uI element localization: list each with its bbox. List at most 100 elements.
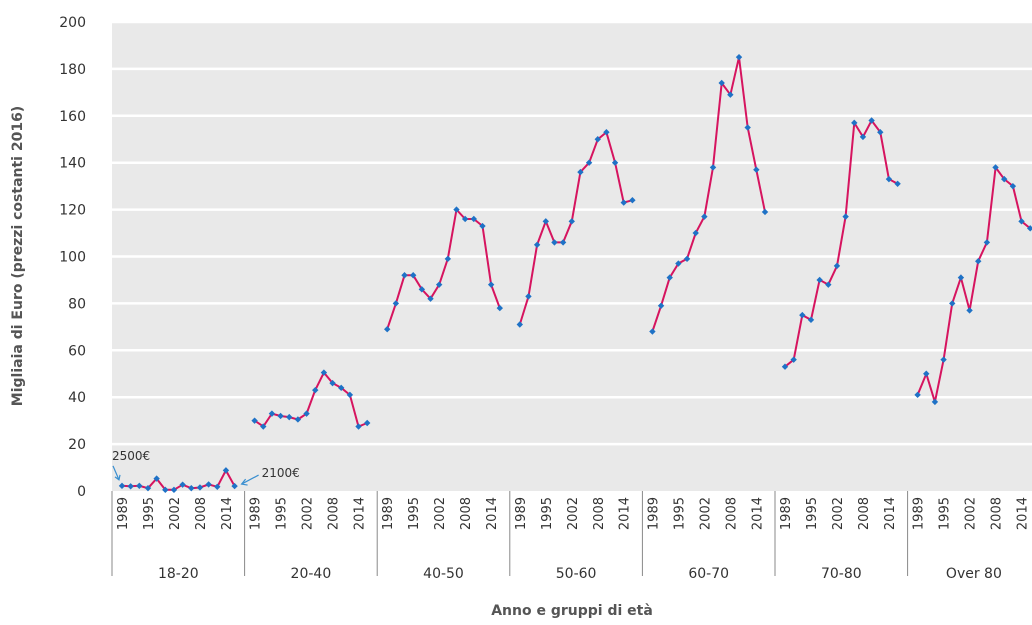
x-tick-label: 2002 (566, 497, 581, 530)
x-tick-label: 1995 (142, 497, 157, 530)
data-point (683, 255, 691, 263)
x-tick-label: 2002 (168, 497, 183, 530)
x-tick-label: 1989 (912, 497, 927, 530)
data-point (923, 370, 930, 377)
y-tick-label: 0 (77, 484, 86, 500)
data-point (594, 136, 601, 143)
data-point (949, 300, 956, 307)
data-point (364, 419, 371, 427)
x-tick-label: 1995 (672, 497, 687, 530)
data-point (859, 133, 867, 141)
data-point (781, 363, 789, 370)
x-tick-label: 2002 (698, 497, 713, 530)
data-point (127, 483, 134, 490)
data-point (577, 168, 584, 176)
data-point (842, 213, 849, 220)
data-point (162, 486, 169, 494)
x-tick-labels: 1989 1995 2002 2008 2014 1989 1995 2002 2008 2014… (111, 491, 1031, 576)
data-point (692, 229, 699, 237)
y-tick-label: 100 (59, 250, 86, 266)
data-point (312, 386, 319, 394)
data-point (833, 262, 841, 270)
data-point (666, 274, 673, 281)
data-point (1027, 225, 1032, 232)
y-tick-label: 160 (59, 109, 86, 125)
data-point (885, 175, 893, 183)
data-point (709, 164, 717, 171)
data-point (188, 484, 195, 492)
x-tick-label: 2002 (301, 497, 316, 530)
group-labels: 18-20 20-40 40-50 50-60 60-70 70-80 Over 80 (158, 566, 1002, 582)
data-point (1018, 218, 1025, 225)
data-point (179, 481, 186, 488)
data-point (761, 208, 769, 216)
x-tick-label: 2008 (459, 497, 474, 530)
x-tick-label: 1995 (540, 497, 555, 530)
data-point (144, 484, 152, 492)
gridlines (112, 20, 1032, 446)
data-point (355, 423, 362, 430)
annotations: 2500€ 2100€ (112, 449, 300, 486)
y-axis-title: Migliaia di Euro (prezzi costanti 2016) (10, 106, 26, 406)
data-point (940, 356, 947, 363)
data-point (338, 384, 345, 392)
data-point (868, 117, 875, 124)
y-tick-label: 200 (59, 15, 86, 31)
series-line (651, 56, 766, 332)
data-point (444, 255, 452, 263)
group-label: 18-20 (158, 566, 199, 582)
group-label: 40-50 (423, 566, 464, 582)
x-tick-label: 2014 (618, 497, 633, 530)
data-point (966, 307, 973, 314)
x-tick-label: 2002 (964, 497, 979, 530)
x-tick-label: 1995 (275, 497, 290, 530)
data-point (409, 272, 417, 279)
data-point (744, 124, 751, 131)
data-point (799, 311, 806, 319)
data-point (542, 218, 549, 225)
data-point (975, 257, 982, 265)
data-point (727, 91, 734, 98)
x-tick-label: 1989 (381, 497, 396, 530)
x-tick-label: 2002 (433, 497, 448, 530)
group-label: 70-80 (821, 566, 862, 582)
data-point (205, 481, 212, 488)
data-point (260, 423, 267, 430)
data-point (603, 129, 610, 136)
data-point (877, 129, 884, 136)
data-point (816, 276, 823, 284)
data-point (303, 410, 310, 417)
data-point (268, 410, 276, 417)
data-point (983, 239, 991, 246)
data-point (559, 239, 567, 246)
x-tick-label: 1989 (514, 497, 529, 530)
data-point (392, 300, 400, 307)
data-point (894, 180, 901, 188)
x-tick-label: 2008 (857, 497, 872, 530)
data-point (649, 328, 656, 335)
annotation-arrowhead (240, 478, 248, 486)
data-point (825, 281, 832, 288)
y-tick-labels: 0 20 40 60 80 100 120 140 160 180 200 (59, 15, 86, 500)
data-point (914, 391, 921, 399)
data-point (222, 467, 230, 474)
data-point (735, 53, 743, 61)
x-tick-label: 2014 (883, 497, 898, 530)
x-axis-title: Anno e gruppi di età (491, 603, 653, 619)
data-point (611, 159, 619, 166)
x-tick-label: 2014 (220, 497, 235, 530)
group-label: 60-70 (688, 566, 729, 582)
data-point (790, 356, 797, 363)
data-point (957, 274, 965, 281)
x-tick-label: 2014 (485, 497, 500, 530)
x-tick-label: 1995 (938, 497, 953, 530)
data-point (346, 391, 354, 399)
series-line (518, 130, 633, 325)
data-point (479, 222, 486, 230)
data-point (533, 241, 541, 248)
data-point (753, 166, 760, 173)
data-point (384, 325, 391, 333)
x-tick-label: 2014 (353, 497, 368, 530)
y-tick-label: 20 (68, 437, 86, 453)
